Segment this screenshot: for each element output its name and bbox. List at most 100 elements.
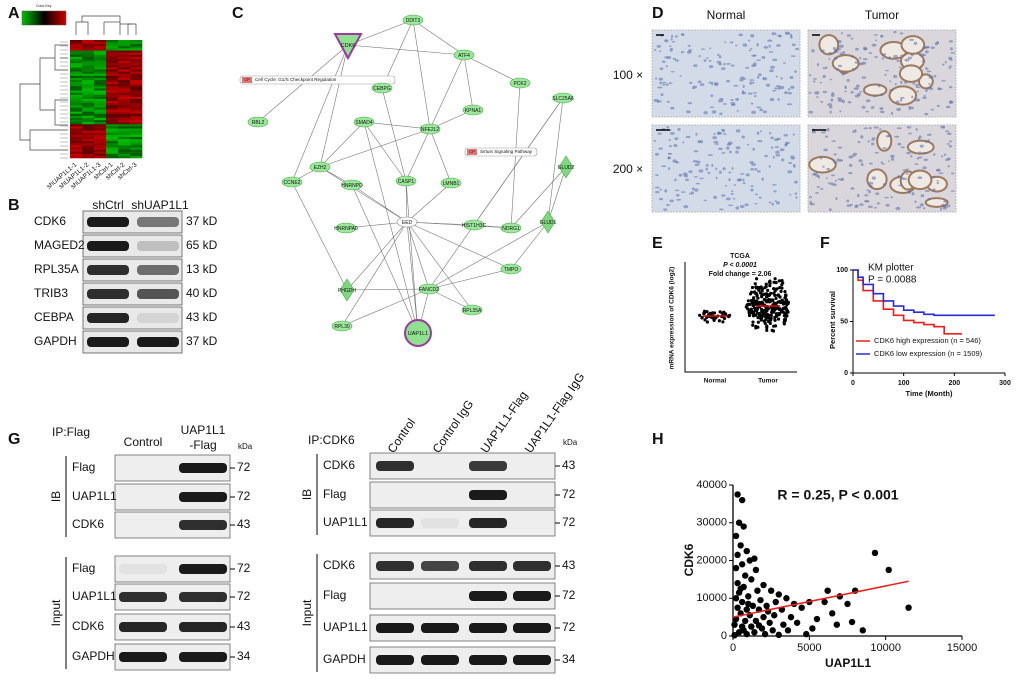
- heatmap-cell: [130, 92, 143, 96]
- nucleus: [775, 75, 778, 78]
- point: [732, 532, 740, 540]
- heatmap-cell: [94, 90, 107, 93]
- network-node: [333, 33, 363, 61]
- heatmap-cell: [82, 65, 95, 68]
- heatmap-cell: [118, 124, 131, 127]
- heatmap-cell: [130, 58, 143, 62]
- nucleus: [902, 177, 907, 180]
- nucleus: [726, 62, 731, 65]
- heatmap-cell: [94, 86, 107, 89]
- nucleus: [726, 80, 731, 83]
- nucleus: [724, 184, 727, 187]
- nucleus: [936, 104, 940, 108]
- heatmap-cell: [82, 124, 95, 127]
- heatmap-cell: [70, 143, 83, 146]
- nucleus: [673, 143, 678, 148]
- nucleus: [826, 128, 830, 132]
- heatmap-cell: [82, 107, 95, 110]
- network-edge: [428, 268, 512, 290]
- p-value: P = 0.0088: [868, 275, 917, 286]
- dot: [702, 311, 706, 316]
- nucleus: [757, 73, 762, 77]
- nucleus: [820, 100, 824, 103]
- network-edge: [510, 221, 549, 270]
- network-node: [552, 92, 574, 104]
- band: [469, 561, 507, 571]
- nucleus: [772, 58, 778, 62]
- nucleus: [786, 103, 792, 106]
- nucleus: [940, 155, 944, 158]
- nucleus: [708, 81, 714, 84]
- node-label: CCNE2: [284, 180, 301, 186]
- dot: [770, 328, 774, 332]
- band: [87, 217, 129, 227]
- band: [469, 655, 507, 665]
- nucleus: [753, 95, 757, 98]
- blot-frame: [114, 454, 231, 482]
- heatmap-cell: [94, 141, 107, 144]
- node-label: LMNB1: [443, 181, 460, 187]
- point: [829, 610, 836, 617]
- nucleus: [739, 76, 745, 80]
- nucleus: [788, 91, 792, 95]
- nucleus: [698, 54, 701, 58]
- nucleus: [894, 83, 897, 86]
- nucleus: [808, 196, 813, 199]
- point: [740, 627, 747, 634]
- nucleus: [718, 170, 722, 174]
- nucleus: [770, 136, 774, 140]
- nucleus: [827, 182, 830, 184]
- nucleus: [795, 47, 800, 51]
- dot: [777, 279, 781, 283]
- heatmap-cell: [82, 111, 95, 115]
- band: [179, 652, 227, 662]
- nucleus: [670, 38, 673, 41]
- heatmap-cell: [130, 105, 143, 108]
- heatmap-cell: [94, 120, 107, 123]
- nucleus: [830, 98, 834, 102]
- network-node: [463, 219, 485, 231]
- heatmap-cell: [94, 99, 107, 102]
- nucleus: [827, 103, 833, 107]
- nucleus: [941, 63, 945, 66]
- nucleus: [753, 92, 758, 94]
- heatmap-cell: [70, 107, 83, 110]
- dendrogram: [54, 99, 68, 126]
- network-node: [509, 77, 531, 89]
- nucleus: [768, 44, 771, 48]
- annotation: R = 0.25, P < 0.001: [777, 487, 898, 503]
- heatmap-cell: [130, 128, 143, 131]
- nucleus: [893, 74, 898, 78]
- heatmap-cell: [94, 88, 107, 91]
- ihc-image: [651, 29, 801, 118]
- nucleus: [832, 46, 836, 51]
- network-edge: [341, 288, 430, 327]
- protein-label: UAP1L1: [323, 620, 368, 634]
- network-edge: [363, 121, 419, 334]
- nucleus: [860, 162, 864, 167]
- heatmap-cell: [130, 109, 143, 112]
- nucleus: [729, 41, 734, 44]
- nucleus: [739, 205, 745, 209]
- nucleus: [657, 86, 663, 89]
- nucleus: [777, 98, 780, 101]
- nucleus: [946, 132, 952, 135]
- band: [179, 622, 227, 632]
- point: [771, 612, 778, 619]
- nucleus: [950, 190, 955, 192]
- heatmap-cell: [70, 124, 83, 127]
- nucleus: [674, 59, 680, 62]
- heatmap-cell: [82, 42, 95, 45]
- nucleus: [934, 42, 939, 46]
- nucleus: [852, 152, 858, 156]
- nucleus: [657, 132, 662, 135]
- nucleus: [697, 140, 701, 144]
- nucleus: [721, 152, 726, 154]
- point: [754, 587, 761, 594]
- blot-frame: [82, 234, 183, 258]
- nucleus: [751, 110, 756, 114]
- heatmap-cell: [94, 111, 107, 115]
- node-label: CEBPG: [373, 86, 391, 92]
- heatmap-cell: [130, 101, 143, 104]
- heatmap-cell: [70, 122, 83, 125]
